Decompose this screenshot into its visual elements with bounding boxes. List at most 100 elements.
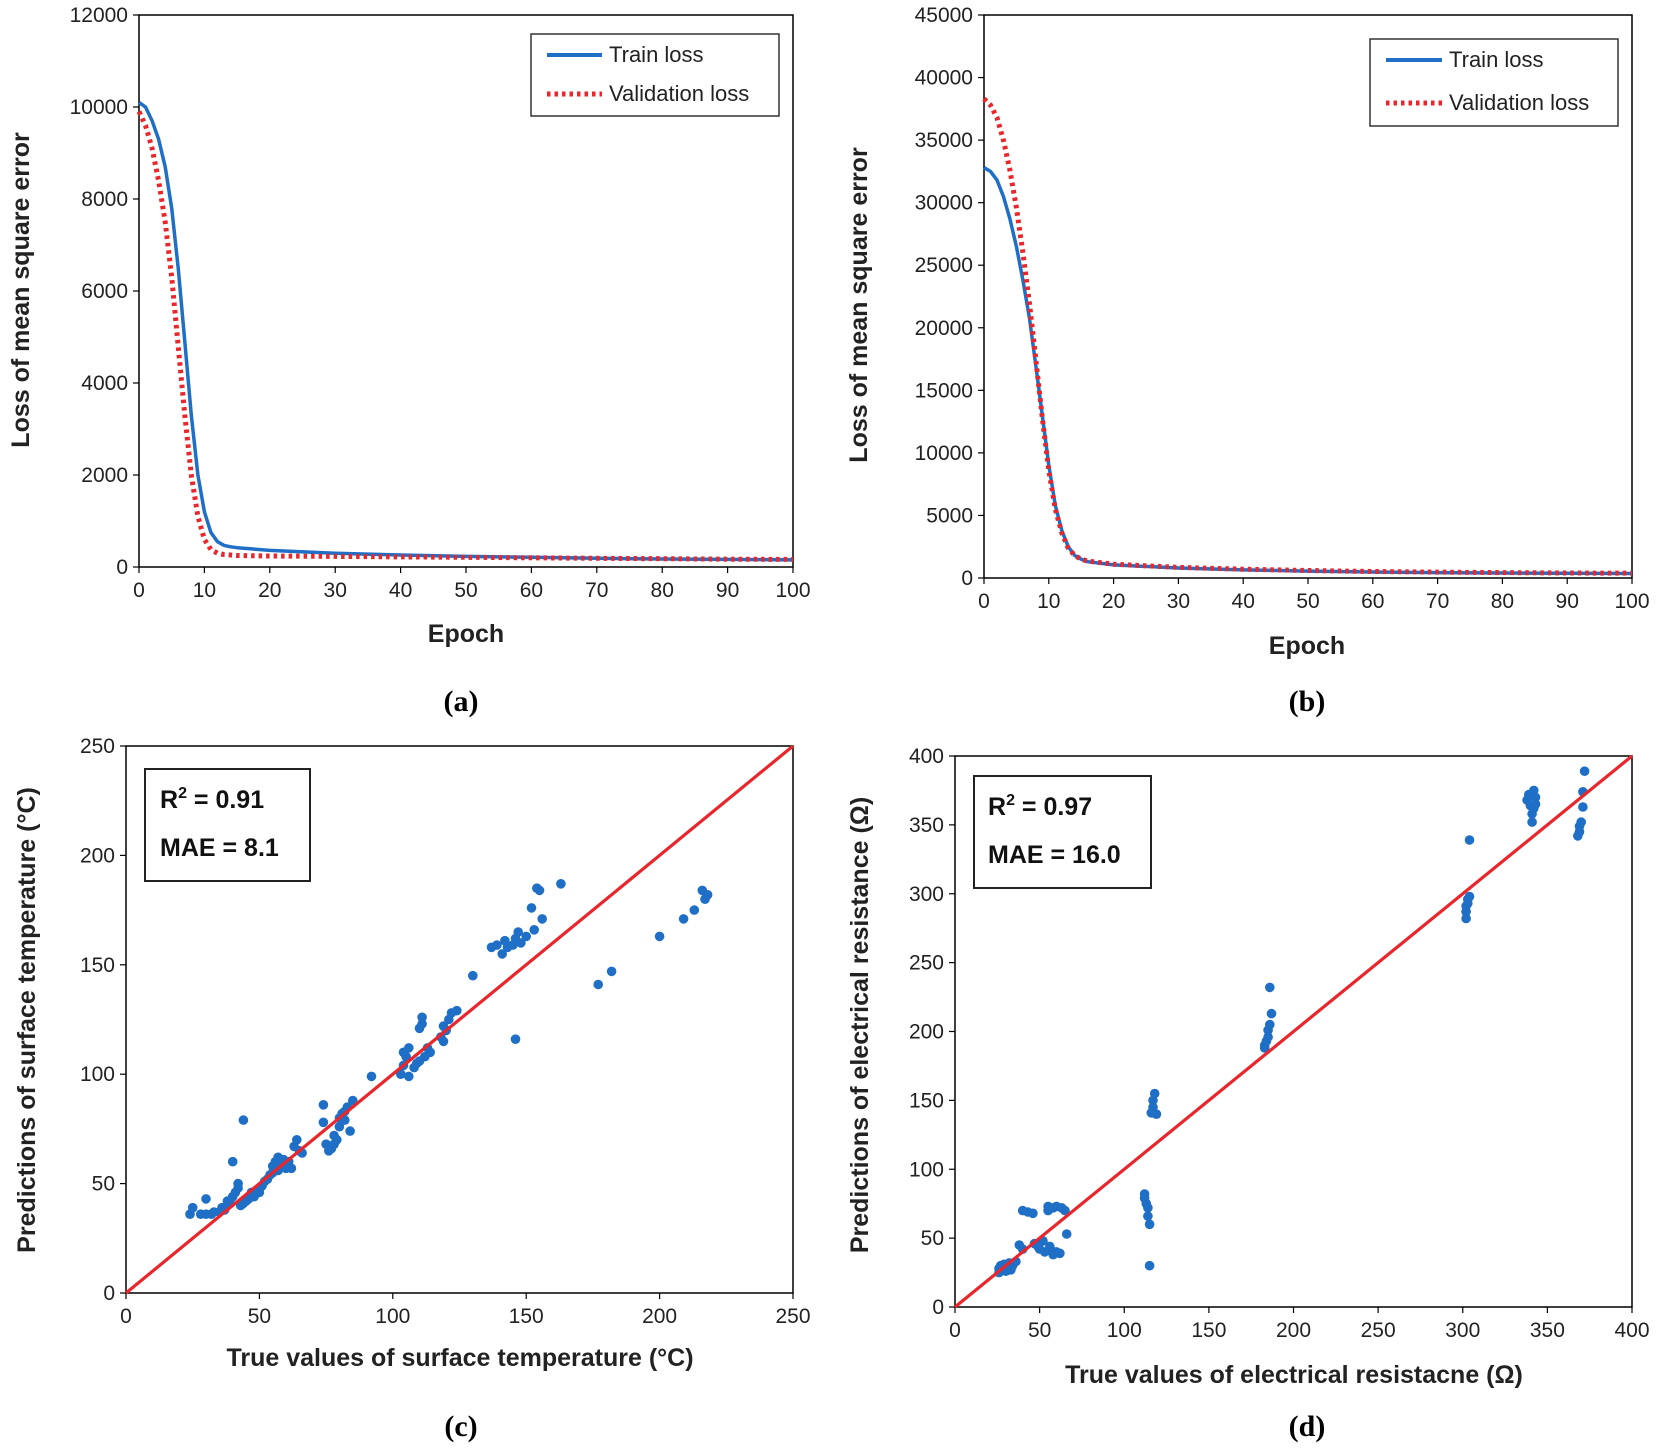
panel-c-xlabel: True values of surface temperature (°C)	[226, 1344, 693, 1372]
panel-d-ytick-label: 350	[909, 814, 944, 837]
panel-a-xlabel: Epoch	[428, 620, 504, 648]
panel-c-data-point	[497, 949, 508, 959]
panel-c-ideal-line	[124, 744, 795, 1295]
panel-a-ytick-label: 4000	[81, 372, 128, 395]
panel-c-xtick-label: 200	[642, 1305, 677, 1328]
panel-c: 0 50 100 150 200 250 0 50 100 150 200 250 R2 = 0.91…	[13, 735, 811, 1443]
panel-c-ytick-label: 50	[92, 1173, 115, 1196]
panel-c-data-point	[292, 1135, 302, 1145]
panel-c-ytick-label: 100	[80, 1063, 115, 1086]
panel-d-data-point	[1060, 1205, 1070, 1216]
panel-c-data-point	[678, 914, 689, 924]
panel-c-ytick-label: 250	[80, 735, 115, 758]
panel-a-validation-loss-line	[136, 110, 794, 562]
panel-b-xtick-label: 100	[1614, 590, 1649, 613]
panel-d-xlabel: True values of electrical resistacne (Ω)	[1065, 1361, 1523, 1389]
panel-c-data-point	[396, 1069, 406, 1079]
panel-d-data-point	[1461, 913, 1471, 924]
panel-c-xtick-label: 50	[248, 1305, 271, 1328]
panel-b-xtick-label: 60	[1361, 590, 1384, 613]
panel-c-data-point	[537, 914, 547, 924]
panel-b-ytick-label: 10000	[915, 442, 973, 465]
plot-area-b: 0 10 20 30 40 50 60 70 80 90 100 0 5000 10000 15000 200…	[915, 4, 1650, 613]
panel-d-xtick-label: 300	[1445, 1319, 1480, 1342]
panel-b-xtick-label: 30	[1167, 590, 1190, 613]
panel-b-ylabel: Loss of mean square error	[845, 147, 873, 463]
panel-c-r2: R2 = 0.91	[160, 785, 264, 814]
panel-d-ytick-label: 300	[909, 883, 944, 906]
panel-b-xtick-label: 0	[978, 590, 990, 613]
panel-b-ytick-label: 40000	[915, 67, 973, 90]
panel-d-ytick-label: 100	[909, 1158, 944, 1181]
panel-b-legend: Train loss Validation loss	[1369, 38, 1619, 127]
panel-a-xtick-label: 90	[716, 579, 739, 602]
panel-d-data-point	[1578, 802, 1588, 812]
panel-c-data-point	[404, 1043, 414, 1053]
panel-b-ytick-label: 5000	[926, 504, 973, 527]
panel-a: 0 10 20 30 40 50 60 70 80 90 100 0 2000 4000 6000 8000 1…	[7, 4, 811, 718]
panel-c-data-point	[318, 1117, 329, 1128]
panel-c-data-point	[521, 931, 531, 942]
panel-b-caption: (b)	[1289, 685, 1326, 718]
panel-d-xtick-label: 350	[1530, 1319, 1565, 1342]
panel-c-xtick-label: 0	[120, 1305, 132, 1328]
panel-a-xtick-label: 20	[258, 579, 281, 602]
panel-b-xtick-label: 80	[1491, 590, 1514, 613]
panel-c-data-point	[702, 890, 713, 900]
panel-a-legend-validation-label: Validation loss	[609, 81, 749, 106]
panel-d-data-point	[1576, 817, 1586, 827]
panel-c-data-point	[534, 885, 545, 896]
panel-b-ytick-label: 25000	[915, 254, 973, 277]
panel-c-data-point	[556, 879, 566, 889]
panel-b-ytick-label: 35000	[915, 129, 973, 152]
panel-d-caption: (d)	[1289, 1410, 1326, 1443]
panel-b-legend-validation-label: Validation loss	[1449, 90, 1589, 115]
panel-b: 0 10 20 30 40 50 60 70 80 90 100 0 5000 10000 15000 200…	[845, 4, 1650, 718]
panel-a-ytick-label: 2000	[81, 464, 128, 487]
panel-c-xtick-label: 250	[775, 1305, 810, 1328]
panel-b-xtick-label: 10	[1037, 590, 1060, 613]
panel-c-data-point	[510, 1034, 521, 1044]
panel-c-xtick-label: 150	[509, 1305, 544, 1328]
panel-c-data-point	[689, 905, 700, 915]
panel-d-xtick-label: 200	[1276, 1319, 1311, 1342]
panel-b-validation-loss-line	[982, 97, 1633, 576]
panel-c-data-point	[227, 1156, 238, 1167]
panel-a-xtick-label: 70	[585, 579, 608, 602]
panel-c-data-point	[425, 1047, 436, 1058]
panel-d-data-point	[1061, 1229, 1072, 1239]
panel-c-data-point	[238, 1115, 249, 1125]
panel-a-ytick-label: 12000	[70, 4, 128, 27]
panel-b-xtick-label: 40	[1232, 590, 1255, 613]
panel-c-data-point	[187, 1202, 198, 1213]
panel-c-data-point	[654, 931, 665, 942]
panel-c-data-point	[404, 1071, 414, 1082]
panel-d-data-point	[1527, 817, 1537, 827]
panel-a-legend: Train loss Validation loss	[530, 33, 780, 117]
panel-d-data-point	[1028, 1208, 1038, 1219]
panel-d-data-point	[1143, 1211, 1153, 1221]
panel-c-data-point	[345, 1126, 355, 1136]
panel-b-ytick-label: 15000	[915, 379, 973, 402]
panel-d-data-point	[1143, 1203, 1153, 1213]
panel-d-xtick-label: 0	[949, 1319, 961, 1342]
panel-d-data-point	[1464, 835, 1475, 845]
panel-c-mae: MAE = 8.1	[160, 834, 279, 862]
panel-b-xtick-label: 50	[1296, 590, 1319, 613]
panel-c-data-point	[529, 925, 539, 935]
panel-c-caption: (c)	[444, 1410, 477, 1443]
panel-a-ytick-label: 10000	[70, 96, 128, 119]
panel-c-data-point	[417, 1012, 427, 1023]
panel-d-ideal-line	[953, 754, 1634, 1309]
panel-c-data-point	[340, 1115, 350, 1125]
panel-b-xlabel: Epoch	[1269, 632, 1345, 660]
panel-c-ytick-label: 0	[103, 1282, 115, 1305]
panel-a-xtick-label: 10	[193, 579, 216, 602]
panel-d-data-point	[1144, 1260, 1155, 1271]
panel-d-xtick-label: 250	[1361, 1319, 1396, 1342]
panel-c-data-point	[417, 1019, 427, 1029]
panel-b-legend-train-label: Train loss	[1449, 47, 1544, 72]
panel-c-data-point	[468, 970, 478, 981]
plot-area-d: 0 50 100 150 200 250 300 350 400 0 50 100 150 200 250 3…	[909, 745, 1650, 1342]
